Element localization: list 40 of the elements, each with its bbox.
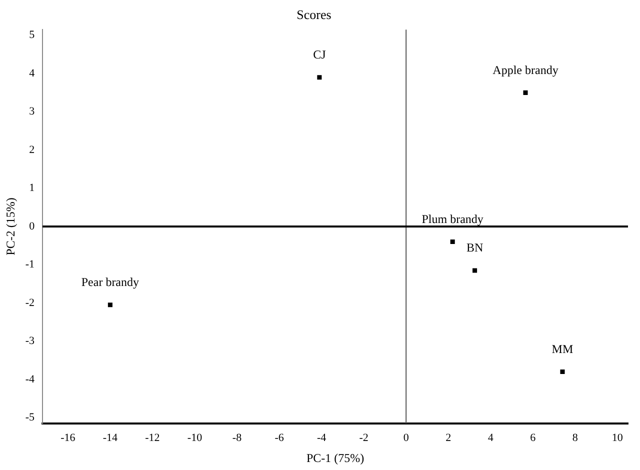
y-tick-label: 4 <box>29 67 36 80</box>
y-axis-title: PC-2 (15%) <box>3 198 18 256</box>
y-tick-label: -4 <box>25 373 36 386</box>
x-tick-label: -2 <box>359 432 368 444</box>
x-tick-label: -4 <box>316 432 327 444</box>
x-tick-label: -14 <box>102 432 118 444</box>
y-tick-label: -3 <box>25 335 36 348</box>
y-tick-label: 0 <box>29 220 36 232</box>
point <box>523 90 528 95</box>
y-tick-label: -5 <box>25 412 36 424</box>
x-tick-label: 6 <box>530 432 536 444</box>
point <box>472 268 478 273</box>
x-tick-label: -10 <box>187 432 203 444</box>
x-tick-label: 10 <box>612 432 624 444</box>
point <box>317 75 322 80</box>
annotation: MM <box>552 342 574 356</box>
y-tick-label: 3 <box>29 106 36 118</box>
y-tick-label: 1 <box>29 182 35 194</box>
point <box>450 240 455 244</box>
y-tick-label: 5 <box>29 29 36 42</box>
x-tick-label: 2 <box>446 432 452 444</box>
annotation: Plum brandy <box>422 212 484 226</box>
x-tick-label: 8 <box>572 432 578 444</box>
y-tick-label: -1 <box>25 258 35 271</box>
chart-title: Scores <box>296 7 332 22</box>
annotation: Apple brandy <box>492 62 558 77</box>
x-tick-label: -6 <box>274 432 284 444</box>
x-tick-label: -12 <box>145 432 160 444</box>
x-tick-label: 4 <box>488 432 494 444</box>
x-axis-title: PC-1 (75%) <box>306 450 364 465</box>
annotation: BN <box>466 240 484 255</box>
x-tick-label: -16 <box>60 432 76 444</box>
annotation: Pear brandy <box>81 275 140 290</box>
y-tick-label: -2 <box>25 296 35 309</box>
point <box>108 302 112 308</box>
annotation: CJ <box>313 48 326 62</box>
point <box>560 370 565 374</box>
x-tick-label: -8 <box>232 432 242 444</box>
x-tick-label: 0 <box>403 432 410 444</box>
y-tick-label: 2 <box>29 144 35 156</box>
